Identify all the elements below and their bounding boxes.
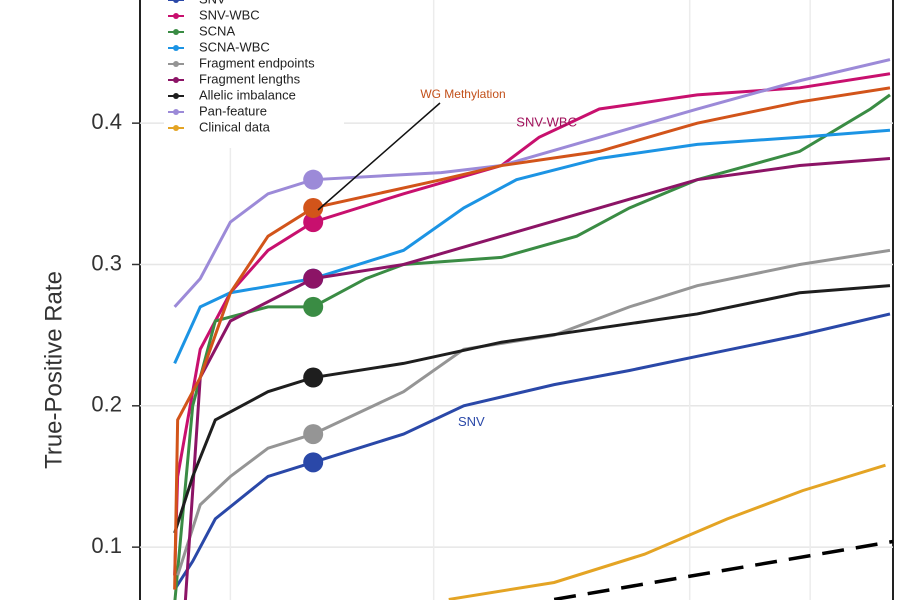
point-marker — [303, 296, 324, 317]
grid — [140, 0, 893, 600]
y-tick-label: 0.1 — [91, 533, 122, 558]
legend-label: SCNA-WBC — [199, 39, 270, 54]
y-axis-label: True-Positive Rate — [40, 271, 67, 469]
point-marker — [303, 197, 324, 218]
reference-line — [553, 539, 894, 600]
annotation: WG Methylation — [420, 87, 505, 101]
point-marker — [303, 212, 324, 233]
legend-label: Fragment endpoints — [199, 55, 315, 70]
legend-dot — [173, 0, 179, 3]
legend-dot — [173, 61, 179, 67]
y-tick-label: 0.2 — [91, 392, 122, 417]
legend-dot — [173, 45, 179, 51]
legend-label: Pan-feature — [199, 103, 267, 118]
legend-dot — [173, 93, 179, 99]
legend-label: Fragment lengths — [199, 71, 301, 86]
series-line — [448, 463, 886, 600]
legend-label: SNV-WBC — [199, 7, 260, 22]
legend-label: SNV — [199, 0, 226, 6]
series-line — [176, 248, 891, 576]
legend-dot — [173, 13, 179, 19]
annotation: SNV — [458, 414, 485, 429]
series-line — [173, 72, 891, 576]
point-marker — [303, 367, 324, 388]
point-marker — [303, 424, 324, 445]
series-line — [173, 312, 891, 591]
lines — [173, 58, 894, 600]
legend-box — [164, 0, 344, 148]
point-marker — [303, 169, 324, 190]
series-line — [173, 284, 891, 534]
legend-dot — [173, 77, 179, 83]
legend-label: Clinical data — [199, 119, 271, 134]
legend-dot — [173, 109, 179, 115]
legend-label: Allelic imbalance — [199, 87, 296, 102]
series-line — [173, 93, 891, 600]
y-tick-label: 0.3 — [91, 250, 122, 275]
annotation-arrow — [317, 102, 441, 211]
series-line — [183, 156, 891, 600]
legend-dot — [173, 29, 179, 35]
legend-dot — [173, 125, 179, 131]
series-line — [173, 86, 891, 590]
point-marker — [303, 268, 324, 289]
y-tick-label: 0.4 — [91, 109, 122, 134]
legend-label: SCNA — [199, 23, 235, 38]
point-marker — [303, 452, 324, 473]
series-line — [173, 58, 891, 308]
annotation: SNV-WBC — [516, 115, 577, 130]
series-line — [173, 128, 891, 365]
